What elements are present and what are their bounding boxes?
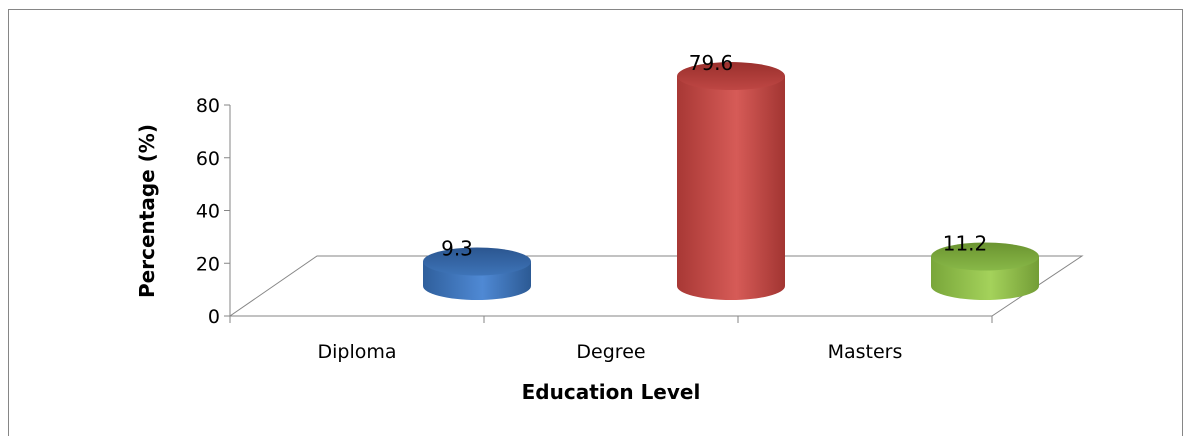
y-tick-label: 0: [208, 306, 220, 328]
bar-degree: [677, 62, 785, 301]
x-axis-ticks: Diploma Degree Masters: [229, 316, 993, 363]
data-labels-group: 9.3 79.6 11.2: [441, 51, 987, 260]
y-axis-ticks: 0 20 40 60 80: [196, 95, 230, 328]
data-label-diploma: 9.3: [441, 236, 473, 260]
x-tick-label-degree: Degree: [576, 341, 645, 363]
bar-top: [931, 242, 1039, 271]
chart-border: [8, 9, 1183, 440]
y-axis-title: Percentage (%): [135, 124, 159, 298]
y-tick-label: 60: [196, 148, 220, 170]
x-axis-title: Education Level: [522, 380, 701, 404]
bar-top: [423, 247, 531, 276]
bar-top: [677, 62, 785, 91]
x-tick-label-diploma: Diploma: [317, 341, 396, 363]
bar-body: [677, 76, 785, 301]
bar-diploma: [423, 247, 531, 300]
y-tick-label: 80: [196, 95, 220, 117]
x-tick-label-masters: Masters: [828, 341, 903, 363]
bars-group: [423, 62, 1039, 301]
data-label-degree: 79.6: [689, 51, 734, 75]
y-tick-label: 20: [196, 253, 220, 275]
bar-masters: [931, 242, 1039, 300]
y-tick-label: 40: [196, 201, 220, 223]
data-label-masters: 11.2: [943, 231, 988, 255]
